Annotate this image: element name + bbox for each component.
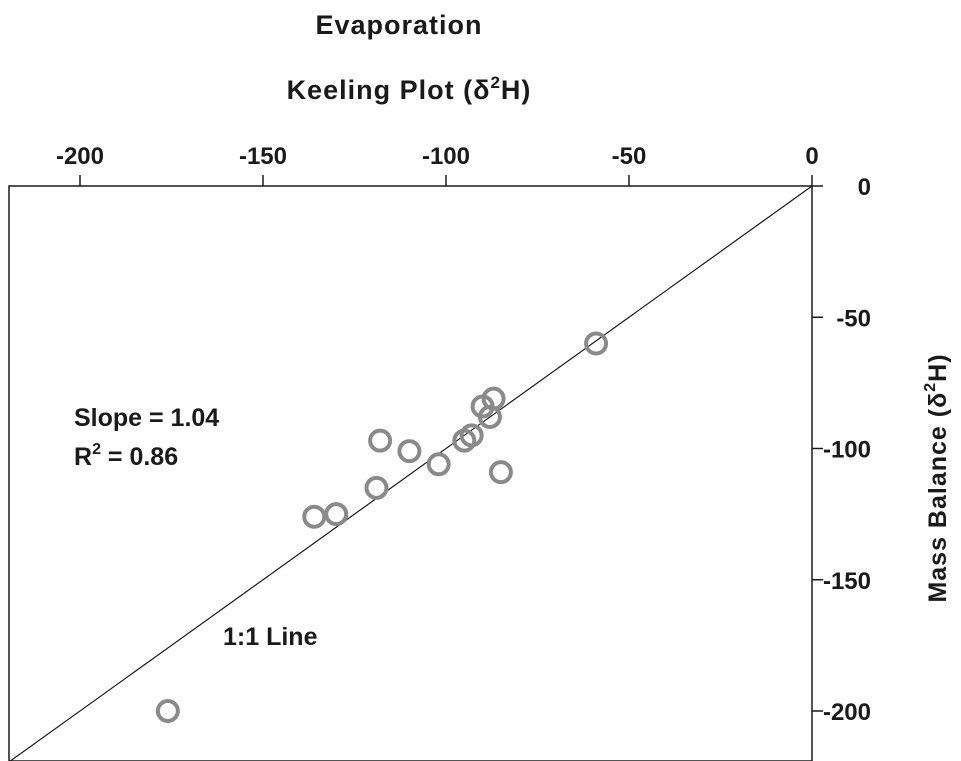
data-point <box>155 699 180 723</box>
x-axis-label-prefix: Keeling Plot (δ <box>287 75 491 105</box>
y-axis-label: Mass Balance (δ2H) <box>922 353 952 602</box>
y-axis-label-sup: 2 <box>922 382 939 392</box>
chart-title: Evaporation <box>315 10 482 40</box>
slope-annotation: Slope = 1.04 <box>74 404 219 432</box>
one-to-one-label: 1:1 Line <box>223 623 318 651</box>
x-axis-label-sup: 2 <box>490 73 500 92</box>
y-axis-label-suffix: H) <box>924 353 952 381</box>
r2-sup: 2 <box>92 441 101 458</box>
r2-annotation: R2 = 0.86 <box>74 441 178 471</box>
data-point <box>477 405 502 429</box>
data-point <box>584 331 609 356</box>
x-tick-label: -150 <box>239 143 287 170</box>
r2-value: = 0.86 <box>101 443 178 471</box>
y-tick-label: -100 <box>823 437 871 464</box>
r2-prefix: R <box>74 443 92 471</box>
y-axis-label-prefix: Mass Balance (δ <box>924 392 952 603</box>
x-tick-label: -100 <box>422 143 470 170</box>
one-to-one-line <box>9 185 813 761</box>
y-tick-label: -150 <box>823 568 871 595</box>
data-points <box>155 331 609 723</box>
x-tick-label: -50 <box>612 143 647 170</box>
y-tick-label: -200 <box>823 699 871 726</box>
data-point <box>364 475 389 500</box>
data-point <box>452 428 477 453</box>
x-axis-label-suffix: H) <box>501 75 532 105</box>
y-tick-label: 0 <box>858 174 871 201</box>
x-tick-label: -200 <box>56 143 104 170</box>
data-point <box>397 439 422 464</box>
data-point <box>426 452 451 477</box>
x-axis-ticks: -200 -150 -100 -50 0 <box>56 143 819 186</box>
data-point <box>488 460 513 485</box>
plot-frame <box>8 185 813 761</box>
y-tick-label: -50 <box>836 305 871 332</box>
data-point <box>324 502 349 527</box>
data-point <box>302 504 327 529</box>
data-point <box>368 428 393 453</box>
y-axis-ticks: 0 -50 -100 -150 -200 <box>812 174 871 726</box>
x-axis-label: Keeling Plot (δ2H) <box>287 73 532 105</box>
x-tick-label: 0 <box>805 143 818 170</box>
